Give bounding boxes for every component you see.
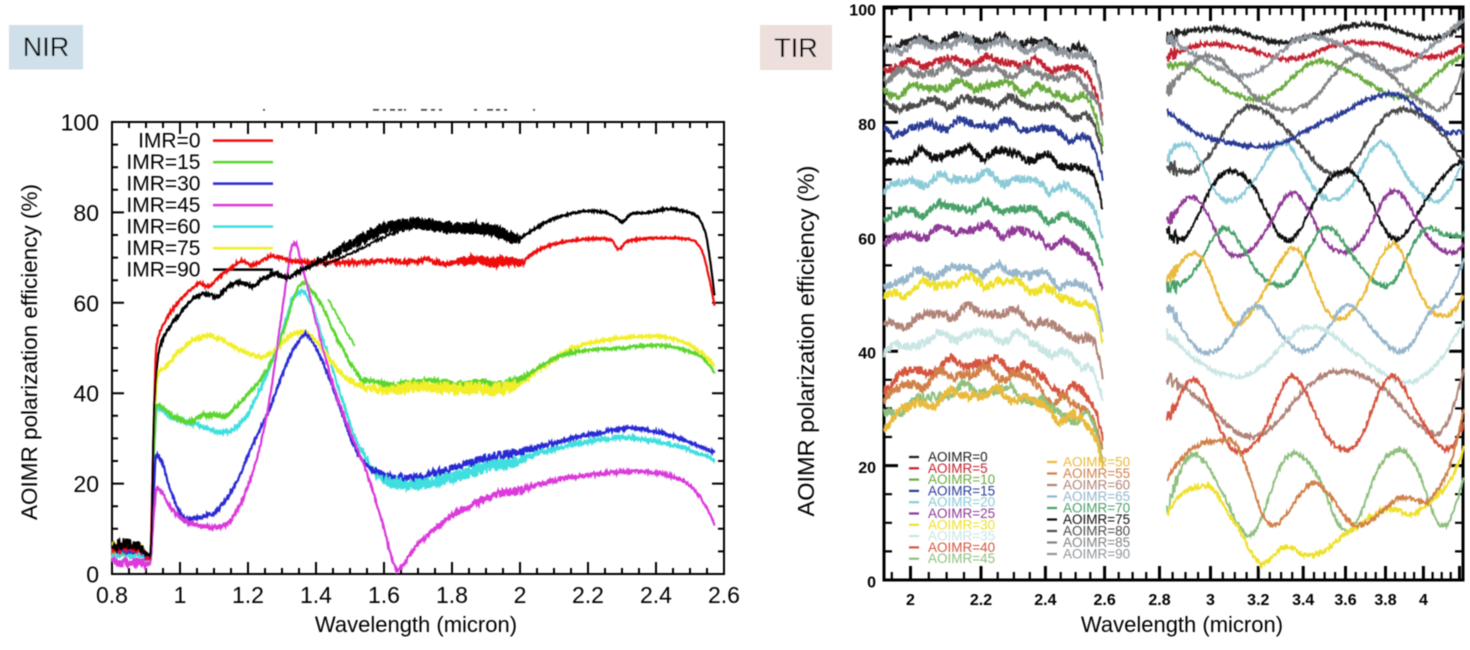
svg-text:2: 2 xyxy=(906,592,915,609)
svg-text:AOIMR=75: AOIMR=75 xyxy=(1063,512,1130,527)
svg-text:AOIMR=10: AOIMR=10 xyxy=(928,472,995,487)
svg-text:4: 4 xyxy=(1419,592,1428,609)
svg-text:2: 2 xyxy=(514,582,527,608)
svg-text:Wavelength (micron): Wavelength (micron) xyxy=(315,612,517,637)
svg-text:20: 20 xyxy=(73,471,99,497)
svg-text:60: 60 xyxy=(73,290,99,316)
svg-text:2.6: 2.6 xyxy=(708,582,740,608)
svg-text:AOIMR=80: AOIMR=80 xyxy=(1063,524,1130,539)
svg-text:TIR: TIR xyxy=(774,33,818,63)
svg-text:IMR=45: IMR=45 xyxy=(126,194,200,217)
svg-text:0: 0 xyxy=(86,562,99,588)
svg-text:20: 20 xyxy=(858,460,876,477)
svg-text:80: 80 xyxy=(73,200,99,226)
svg-text:AOIMR polarization efficiency: AOIMR polarization efficiency (%) xyxy=(17,184,42,520)
svg-text:AOIMR=55: AOIMR=55 xyxy=(1063,466,1130,481)
svg-text:IMR=15: IMR=15 xyxy=(126,151,200,174)
svg-text:40: 40 xyxy=(858,346,876,363)
svg-text:2.2: 2.2 xyxy=(970,592,992,609)
svg-text:Wavelength (micron): Wavelength (micron) xyxy=(1081,612,1283,637)
svg-text:2.2: 2.2 xyxy=(572,582,604,608)
svg-text:AOIMR=85: AOIMR=85 xyxy=(1063,535,1130,550)
svg-text:AOIMR=60: AOIMR=60 xyxy=(1063,478,1130,493)
svg-text:2.6: 2.6 xyxy=(1093,592,1115,609)
svg-text:100: 100 xyxy=(61,110,99,136)
svg-text:IMR=30: IMR=30 xyxy=(126,173,200,196)
svg-text:IMR=60: IMR=60 xyxy=(126,216,200,239)
svg-text:60: 60 xyxy=(858,231,876,248)
svg-text:IMR=75: IMR=75 xyxy=(126,237,200,260)
svg-text:3: 3 xyxy=(1206,592,1215,609)
svg-text:AOIMR=20: AOIMR=20 xyxy=(928,495,995,510)
svg-text:3.8: 3.8 xyxy=(1374,592,1396,609)
svg-text:AOIMR=0: AOIMR=0 xyxy=(928,450,988,465)
svg-text:IMR=90: IMR=90 xyxy=(126,259,200,282)
svg-text:AOIMR=45: AOIMR=45 xyxy=(928,551,995,566)
svg-text:AOIMR=30: AOIMR=30 xyxy=(928,517,995,532)
svg-text:3.6: 3.6 xyxy=(1334,592,1356,609)
svg-text:AOIMR=5: AOIMR=5 xyxy=(928,461,988,476)
svg-text:40: 40 xyxy=(73,381,99,407)
svg-text:1: 1 xyxy=(174,582,187,608)
svg-text:AOIMR=70: AOIMR=70 xyxy=(1063,501,1130,516)
svg-text:1.4: 1.4 xyxy=(300,582,332,608)
svg-text:AOIMR=15: AOIMR=15 xyxy=(928,483,995,498)
svg-text:0.8: 0.8 xyxy=(96,582,128,608)
svg-text:2.4: 2.4 xyxy=(1034,592,1056,609)
svg-text:3.4: 3.4 xyxy=(1292,592,1314,609)
svg-text:3.2: 3.2 xyxy=(1247,592,1269,609)
svg-text:2.8: 2.8 xyxy=(1148,592,1170,609)
svg-text:2.4: 2.4 xyxy=(640,582,672,608)
svg-text:AOIMR=90: AOIMR=90 xyxy=(1063,547,1130,562)
svg-text:NIR: NIR xyxy=(23,32,70,62)
svg-text:AOIMR=50: AOIMR=50 xyxy=(1063,455,1130,470)
svg-text:100: 100 xyxy=(849,3,876,20)
svg-text:AOIMR=65: AOIMR=65 xyxy=(1063,489,1130,504)
svg-text:1.6: 1.6 xyxy=(368,582,400,608)
svg-text:AOIMR=25: AOIMR=25 xyxy=(928,506,995,521)
svg-text:AOIMR polarization efficiency: AOIMR polarization efficiency (%) xyxy=(793,166,819,517)
svg-text:AOIMR=40: AOIMR=40 xyxy=(928,540,995,555)
svg-text:AOIMR=35: AOIMR=35 xyxy=(928,529,995,544)
svg-text:IMR=0: IMR=0 xyxy=(138,130,200,153)
svg-text:1.2: 1.2 xyxy=(232,582,264,608)
svg-text:0: 0 xyxy=(867,575,876,592)
svg-text:1.8: 1.8 xyxy=(436,582,468,608)
svg-text:80: 80 xyxy=(858,117,876,134)
